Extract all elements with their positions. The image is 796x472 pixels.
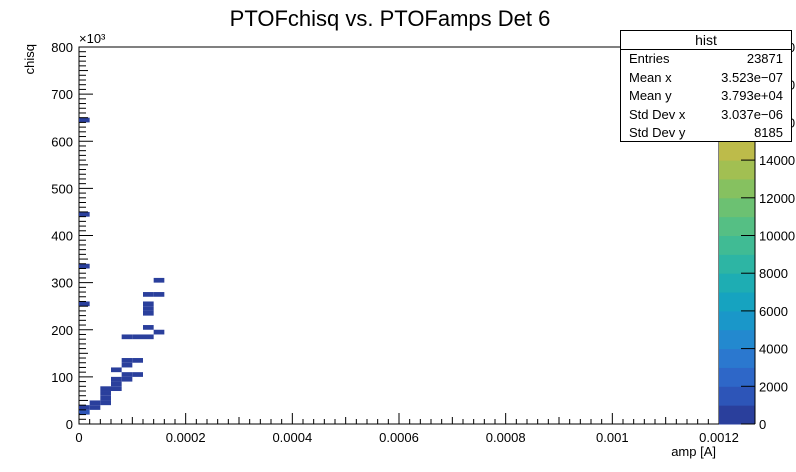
palette-swatch — [719, 405, 755, 425]
stats-box: hist Entries 23871 Mean x 3.523e−07 Mean… — [620, 30, 792, 142]
palette-tick-label: 8000 — [759, 266, 788, 281]
heatmap-cell — [111, 367, 122, 373]
palette-tick-label: 14000 — [759, 153, 795, 168]
palette-swatch — [719, 141, 755, 161]
palette-swatch — [719, 216, 755, 236]
x-axis-label: amp [A] — [671, 444, 716, 459]
y-tick-label: 700 — [51, 87, 73, 102]
palette-swatch — [719, 367, 755, 387]
stats-value: 3.037e−06 — [721, 106, 783, 122]
heatmap-cell — [100, 386, 111, 392]
heatmap-cell — [79, 117, 90, 123]
stats-value: 3.793e+04 — [721, 88, 783, 104]
palette-swatch — [719, 273, 755, 293]
y-tick-label: 0 — [66, 417, 73, 432]
palette-swatch — [719, 348, 755, 368]
stats-label: Std Dev y — [629, 125, 686, 141]
heatmap-cell — [89, 400, 101, 406]
y-axis-exponent: ×10³ — [79, 31, 106, 46]
stats-row-stddev-y: Std Dev y 8185 — [621, 124, 791, 143]
heatmap-cell — [111, 376, 122, 382]
heatmap-cell — [132, 358, 143, 363]
heatmap-cell — [121, 334, 133, 340]
heatmap-cell — [153, 277, 165, 283]
stats-row-mean-y: Mean y 3.793e+04 — [621, 87, 791, 106]
heatmap-cell — [143, 292, 154, 297]
heatmap-cell — [121, 372, 133, 377]
heatmap-cell — [132, 334, 143, 340]
heatmap-cells — [79, 117, 165, 415]
heatmap-cell — [79, 263, 90, 269]
y-tick-label: 300 — [51, 276, 73, 291]
y-axis-label: chisq — [22, 44, 37, 74]
palette-tick-label: 10000 — [759, 229, 795, 244]
y-tick-label: 400 — [51, 229, 73, 244]
x-tick-label: 0 — [75, 430, 82, 445]
palette-swatch — [719, 235, 755, 255]
palette-swatch — [719, 329, 755, 350]
heatmap-cell — [79, 211, 90, 217]
stats-value: 23871 — [746, 51, 783, 66]
y-tick-label: 200 — [51, 323, 73, 338]
palette-tick-label: 2000 — [759, 379, 788, 394]
palette-swatch — [719, 292, 755, 312]
heatmap-cell — [143, 334, 154, 340]
heatmap-cell — [143, 306, 154, 311]
x-tick-label: 0.0006 — [379, 430, 419, 445]
palette-swatch — [719, 178, 755, 199]
stats-value: 3.523e−07 — [721, 69, 783, 85]
palette-swatch — [719, 197, 755, 218]
heatmap-cell — [132, 372, 143, 377]
palette-swatch — [719, 160, 755, 180]
y-axis: 0 100 200 300 400 500 600 700 800 — [51, 40, 93, 432]
palette-tick-label: 6000 — [759, 304, 788, 319]
palette-tick-label: 12000 — [759, 191, 795, 206]
palette-swatch — [719, 310, 755, 331]
heatmap-cell — [100, 400, 111, 406]
palette-swatch — [719, 386, 755, 406]
y-tick-label: 800 — [51, 40, 73, 55]
stats-row-entries: Entries 23871 — [621, 50, 791, 69]
heatmap-cell — [143, 325, 154, 330]
heatmap-cell — [100, 395, 111, 401]
x-tick-label: 0.0002 — [166, 430, 206, 445]
x-tick-label: 0.0012 — [699, 430, 739, 445]
stats-label: Entries — [629, 51, 670, 66]
palette-tick-label: 4000 — [759, 342, 788, 357]
palette-swatch — [719, 254, 755, 274]
y-tick-label: 100 — [51, 370, 73, 385]
palette-tick-label: 0 — [759, 417, 766, 432]
stats-row-mean-x: Mean x 3.523e−07 — [621, 69, 791, 88]
heatmap-cell — [121, 376, 133, 382]
heatmap-cell — [121, 358, 133, 363]
heatmap-cell — [153, 329, 165, 335]
heatmap-cell — [79, 405, 90, 410]
y-tick-label: 600 — [51, 134, 73, 149]
stats-value: 8185 — [754, 125, 783, 141]
heatmap-cell — [153, 292, 165, 297]
heatmap-cell — [79, 409, 90, 415]
heatmap-cell — [89, 405, 101, 410]
x-tick-label: 0.0008 — [486, 430, 526, 445]
x-axis: 0 0.0002 0.0004 0.0006 0.0008 0.001 0.0012 — [75, 413, 739, 445]
stats-row-stddev-x: Std Dev x 3.037e−06 — [621, 106, 791, 125]
x-tick-label: 0.001 — [596, 430, 629, 445]
heatmap-cell — [111, 381, 122, 387]
heatmap-cell — [143, 301, 154, 307]
heatmap-cell — [100, 391, 111, 396]
heatmap-cell — [79, 301, 90, 307]
heatmap-cell — [121, 362, 133, 368]
x-tick-label: 0.0004 — [272, 430, 312, 445]
y-tick-label: 500 — [51, 181, 73, 196]
stats-label: Std Dev x — [629, 106, 686, 122]
stats-label: Mean x — [629, 69, 672, 85]
heatmap-cell — [111, 386, 122, 392]
heatmap-cell — [143, 310, 154, 316]
stats-label: Mean y — [629, 88, 672, 104]
chart-title: PTOFchisq vs. PTOFamps Det 6 — [230, 6, 551, 31]
stats-title: hist — [621, 31, 791, 50]
